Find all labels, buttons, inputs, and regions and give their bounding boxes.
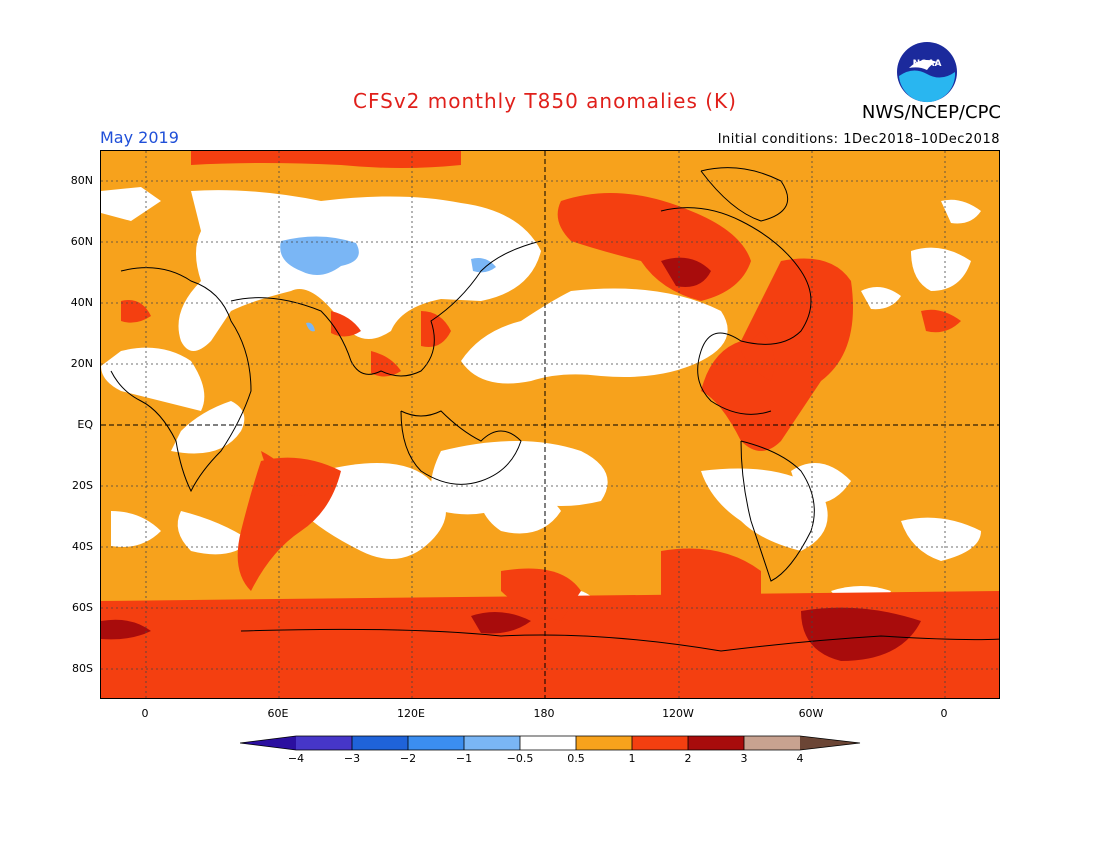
colorbar-segment xyxy=(464,736,520,750)
lat-label: 60N xyxy=(70,235,93,248)
lat-label: 80N xyxy=(70,174,93,187)
anomaly-map-canvas xyxy=(101,151,999,698)
lat-label: 60S xyxy=(72,601,93,614)
coastlines xyxy=(110,167,999,652)
map-title: CFSv2 monthly T850 anomalies (K) xyxy=(0,89,1100,113)
colorbar-label: −1 xyxy=(455,752,473,765)
lat-label: 20S xyxy=(72,479,93,492)
colorbar-segment xyxy=(800,736,860,750)
color-scale-bar xyxy=(240,735,861,751)
arctic-warm-band xyxy=(191,151,461,168)
initial-conditions: Initial conditions: 1Dec2018–10Dec2018 xyxy=(717,132,1000,147)
agency-label: NWS/NCEP/CPC xyxy=(861,102,1001,123)
lat-label: 40N xyxy=(70,296,93,309)
cool-anomaly-areas xyxy=(280,236,496,332)
colorbar-label: −4 xyxy=(287,752,305,765)
lon-label: 0 xyxy=(141,707,149,720)
colorbar-segment xyxy=(520,736,576,750)
colorbar-label: 4 xyxy=(796,752,804,765)
colorbar-segment xyxy=(352,736,408,750)
colorbar-label: 0.5 xyxy=(567,752,585,765)
colorbar-label: −2 xyxy=(399,752,417,765)
grid-lines xyxy=(101,151,999,698)
lon-label: 180 xyxy=(533,707,555,720)
colorbar-segment xyxy=(240,736,296,750)
colorbar-segment xyxy=(632,736,688,750)
lon-label: 120W xyxy=(662,707,694,720)
colorbar-label: −0.5 xyxy=(506,752,534,765)
colorbar-segment xyxy=(688,736,744,750)
lat-label: 80S xyxy=(72,662,93,675)
extreme-warm-anomaly-areas xyxy=(101,257,921,661)
lon-label: 120E xyxy=(397,707,425,720)
colorbar-label: 2 xyxy=(684,752,692,765)
lon-label: 60W xyxy=(798,707,824,720)
colorbar-segment xyxy=(408,736,464,750)
map-title-text: CFSv2 monthly T850 anomalies (K) xyxy=(353,89,737,113)
colorbar-segment xyxy=(744,736,800,750)
noaa-logo-text: NOAA xyxy=(913,59,942,69)
colorbar-label: −3 xyxy=(343,752,361,765)
forecast-month: May 2019 xyxy=(100,128,179,147)
lat-label: 40S xyxy=(72,540,93,553)
strong-warm-anomaly-areas xyxy=(101,193,999,698)
lat-label: EQ xyxy=(77,418,93,431)
lon-label: 0 xyxy=(940,707,948,720)
colorbar-segment xyxy=(576,736,632,750)
lat-label: 20N xyxy=(70,357,93,370)
colorbar-label: 3 xyxy=(740,752,748,765)
noaa-logo-icon: NOAA xyxy=(897,42,957,103)
reference-lines xyxy=(101,151,999,698)
colorbar-label: 1 xyxy=(628,752,636,765)
colorbar-segment xyxy=(296,736,352,750)
lon-label: 60E xyxy=(267,707,289,720)
anomaly-map xyxy=(100,150,1000,699)
